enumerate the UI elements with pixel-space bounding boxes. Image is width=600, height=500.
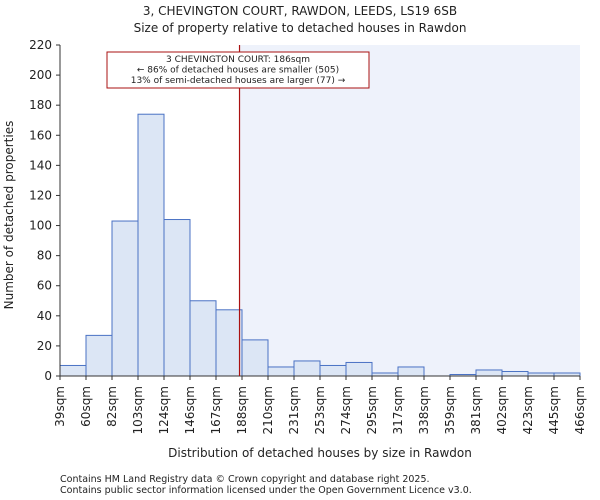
y-axis-label: Number of detached properties xyxy=(2,121,16,310)
highlight-region xyxy=(239,45,580,376)
x-tick-label: 82sqm xyxy=(105,386,119,427)
bar-124sqm xyxy=(163,219,191,377)
y-tick-label: 120 xyxy=(29,188,52,202)
bar-39sqm xyxy=(59,364,87,377)
y-ticks: 0 20 40 60 80 100 120 140 160 180 200 220 xyxy=(29,38,60,383)
footer-line-2: Contains public sector information licen… xyxy=(60,485,472,496)
bar-146sqm xyxy=(189,300,217,377)
x-tick-label: 253sqm xyxy=(313,386,327,434)
y-tick-label: 20 xyxy=(37,339,52,353)
annotation-line-1: 3 CHEVINGTON COURT: 186sqm xyxy=(166,55,310,65)
chart-subtitle: Size of property relative to detached ho… xyxy=(134,21,467,35)
annotation-line-3: 13% of semi-detached houses are larger (… xyxy=(131,76,346,86)
bar-274sqm xyxy=(345,361,373,377)
x-tick-label: 445sqm xyxy=(547,386,561,434)
bar-103sqm xyxy=(137,113,165,377)
annotation-box: 3 CHEVINGTON COURT: 186sqm ← 86% of deta… xyxy=(106,51,370,89)
chart-title: 3, CHEVINGTON COURT, RAWDON, LEEDS, LS19… xyxy=(143,4,457,18)
bar-167sqm xyxy=(215,309,243,377)
x-tick-label: 231sqm xyxy=(287,386,301,434)
x-tick-label: 466sqm xyxy=(573,386,587,434)
y-tick-label: 180 xyxy=(29,98,52,112)
footer-line-1: Contains HM Land Registry data © Crown c… xyxy=(60,474,430,485)
y-tick-label: 100 xyxy=(29,219,52,233)
x-tick-label: 381sqm xyxy=(469,386,483,434)
x-tick-label: 359sqm xyxy=(443,386,457,434)
bar-381sqm xyxy=(475,369,503,377)
x-tick-label: 103sqm xyxy=(131,386,145,434)
x-tick-label: 274sqm xyxy=(339,386,353,434)
x-axis-label: Distribution of detached houses by size … xyxy=(168,446,472,460)
bar-231sqm xyxy=(293,360,321,377)
y-tick-label: 80 xyxy=(37,249,52,263)
x-tick-label: 146sqm xyxy=(183,386,197,434)
x-tick-label: 338sqm xyxy=(417,386,431,434)
bar-253sqm xyxy=(319,364,347,377)
y-tick-label: 0 xyxy=(44,369,52,383)
highlight-shade xyxy=(239,45,580,376)
x-tick-label: 60sqm xyxy=(79,386,93,427)
x-tick-label: 39sqm xyxy=(53,386,67,427)
x-tick-label: 188sqm xyxy=(235,386,249,434)
x-tick-label: 124sqm xyxy=(157,386,171,434)
bar-210sqm xyxy=(267,366,295,377)
y-tick-label: 200 xyxy=(29,68,52,82)
bar-317sqm xyxy=(397,366,425,377)
bars xyxy=(59,113,581,377)
x-tick-label: 210sqm xyxy=(261,386,275,434)
x-ticks: 39sqm 60sqm 82sqm 103sqm 124sqm 146sqm 167sqm 1… xyxy=(53,376,587,434)
annotation-line-2: ← 86% of detached houses are smaller (50… xyxy=(137,66,339,76)
y-tick-label: 40 xyxy=(37,309,52,323)
x-tick-label: 295sqm xyxy=(365,386,379,434)
bar-188sqm xyxy=(241,339,269,377)
y-tick-label: 140 xyxy=(29,158,52,172)
y-tick-label: 60 xyxy=(37,279,52,293)
bar-82sqm xyxy=(111,220,139,377)
x-tick-label: 402sqm xyxy=(495,386,509,434)
bar-60sqm xyxy=(85,334,113,377)
annotation-frame xyxy=(106,51,370,89)
x-tick-label: 423sqm xyxy=(521,386,535,434)
x-tick-label: 317sqm xyxy=(391,386,405,434)
x-tick-label: 167sqm xyxy=(209,386,223,434)
bar-402sqm xyxy=(501,370,529,377)
y-tick-label: 160 xyxy=(29,128,52,142)
y-tick-label: 220 xyxy=(29,38,52,52)
